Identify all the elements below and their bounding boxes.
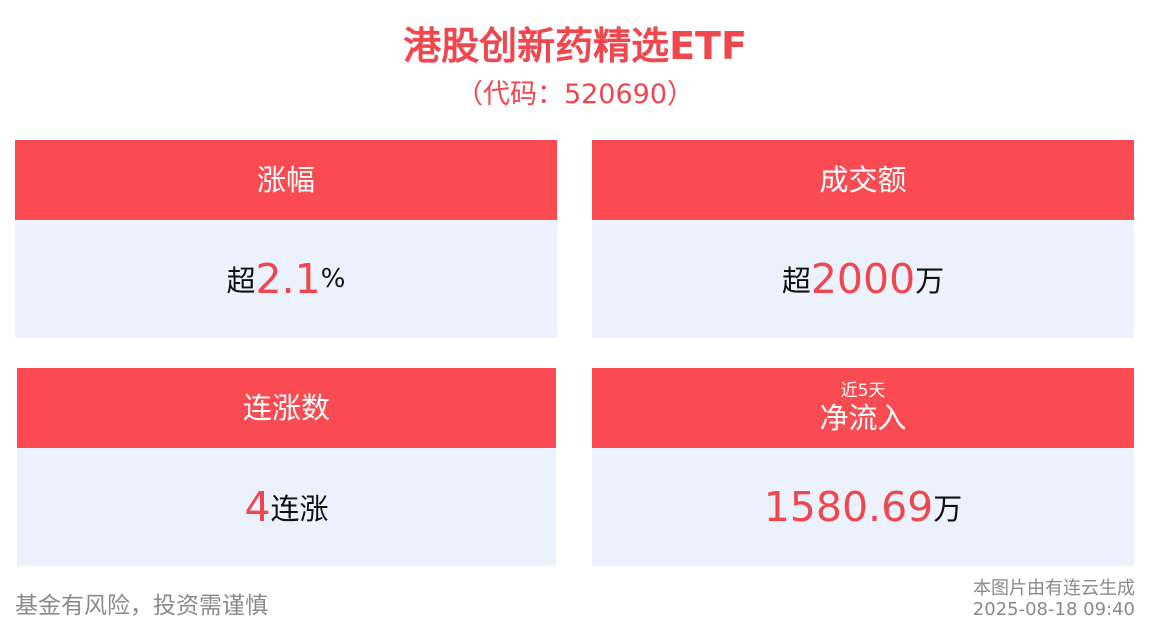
change-prefix: 超 (226, 264, 256, 298)
streak-card-body: 4 连涨 (17, 448, 556, 566)
turnover-prefix: 超 (781, 264, 811, 298)
streak-value: 4 (244, 483, 271, 531)
change-suffix: % (320, 264, 346, 294)
turnover-card: 成交额 超 2000 万 (592, 140, 1134, 338)
source-label: 本图片由有连云生成 (973, 578, 1135, 599)
net-inflow-card-header: 近5天 净流入 (592, 368, 1134, 448)
net-inflow-card-body: 1580.69 万 (592, 448, 1134, 566)
fund-code: （代码：520690） (455, 79, 695, 110)
page-title: 港股创新药精选ETF (403, 24, 747, 68)
streak-suffix: 连涨 (270, 492, 329, 526)
change-card-body: 超 2.1 % (15, 220, 557, 338)
risk-disclaimer: 基金有风险，投资需谨慎 (15, 593, 268, 619)
change-card: 涨幅 超 2.1 % (15, 140, 557, 338)
net-inflow-card: 近5天 净流入 1580.69 万 (592, 368, 1134, 566)
net-inflow-period: 近5天 (840, 381, 886, 401)
streak-card-header: 连涨数 (17, 368, 556, 448)
turnover-value: 2000 (810, 255, 916, 303)
turnover-card-body: 超 2000 万 (592, 220, 1134, 338)
streak-label: 连涨数 (242, 391, 330, 425)
turnover-suffix: 万 (915, 264, 945, 298)
net-inflow-label: 净流入 (819, 401, 907, 435)
change-card-header: 涨幅 (15, 140, 557, 220)
timestamp: 2025-08-18 09:40 (972, 599, 1135, 620)
source-note: 本图片由有连云生成 2025-08-18 09:40 (973, 578, 1135, 620)
turnover-card-header: 成交额 (592, 140, 1134, 220)
net-inflow-value: 1580.69 (763, 483, 934, 531)
turnover-label: 成交额 (819, 163, 907, 197)
change-value: 2.1 (255, 255, 321, 303)
change-label: 涨幅 (256, 163, 315, 197)
streak-card: 连涨数 4 连涨 (17, 368, 556, 566)
net-inflow-suffix: 万 (933, 492, 963, 526)
